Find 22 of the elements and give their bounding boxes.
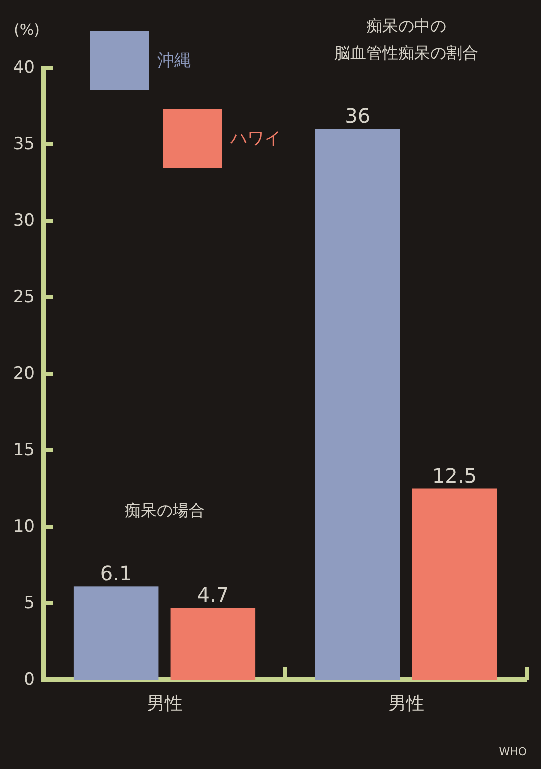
y-axis-title: (%): [14, 21, 40, 39]
data-label: 36: [345, 104, 371, 128]
data-label: 12.5: [432, 464, 477, 488]
x-tick-label: 男性: [146, 694, 183, 714]
y-tick-label: 25: [13, 288, 35, 308]
data-label: 4.7: [197, 583, 230, 608]
annotation: 痴呆の中の: [366, 16, 446, 36]
y-tick-label: 40: [13, 58, 35, 78]
legend-label: 沖縄: [158, 51, 192, 71]
legend-label: ハワイ: [230, 129, 282, 149]
y-tick-label: 15: [13, 440, 35, 460]
y-tick-label: 35: [13, 134, 35, 154]
data-label: 6.1: [100, 562, 132, 586]
y-tick-label: 20: [13, 364, 35, 384]
y-tick-label: 0: [24, 670, 35, 690]
y-tick-label: 10: [13, 517, 35, 537]
y-tick-label: 30: [13, 211, 35, 231]
y-tick-label: 5: [24, 594, 35, 614]
annotation: 脳血管性痴呆の割合: [334, 44, 478, 63]
x-tick-label: 男性: [388, 694, 424, 714]
source: WHO: [499, 746, 527, 758]
annotation: 痴呆の場合: [124, 501, 205, 520]
